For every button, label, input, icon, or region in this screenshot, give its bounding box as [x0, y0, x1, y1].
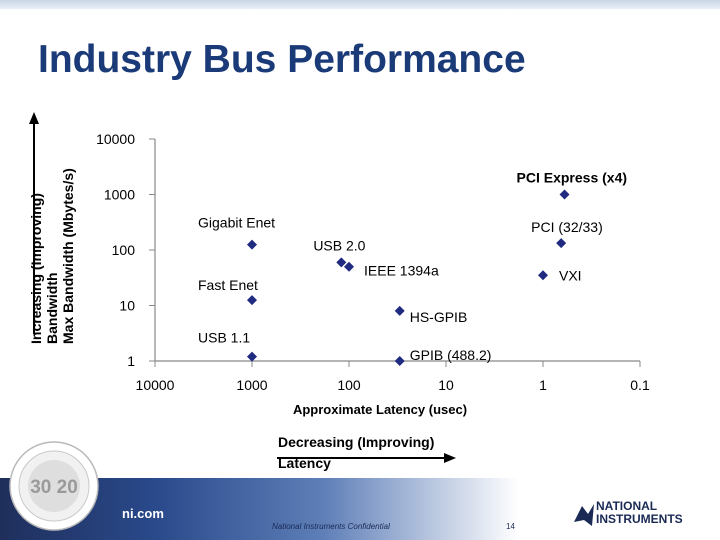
y-arrow-head: [29, 112, 39, 124]
x-axis-title: Approximate Latency (usec): [293, 402, 467, 417]
data-point-marker: [556, 238, 567, 249]
data-point-marker: [247, 295, 257, 306]
x-tick-label: 10000: [136, 377, 175, 393]
data-point-marker: [344, 261, 354, 272]
x-tick-label: 100: [337, 377, 361, 393]
data-point-label: Fast Enet: [198, 277, 258, 293]
data-point-marker: [247, 239, 257, 250]
ni-logo-text: NATIONAL INSTRUMENTS: [596, 500, 683, 526]
y-axis-title: Max Bandwidth (Mbytes/s): [60, 168, 76, 344]
x-tick-label: 1: [539, 377, 547, 393]
data-point-marker: [538, 270, 548, 281]
y-tick-label: 10: [119, 298, 135, 314]
slide-title: Industry Bus Performance: [38, 38, 526, 81]
y-tick-label: 1000: [104, 187, 135, 203]
y-tick-label: 10000: [96, 131, 135, 147]
data-point-label: GPIB (488.2): [410, 347, 492, 363]
y-improvement-note: Increasing (Improving) Bandwidth Max Ban…: [28, 112, 76, 344]
footer-confidential: National Instruments Confidential: [272, 522, 390, 531]
x-arrow-head: [444, 453, 456, 463]
data-point-marker: [247, 351, 257, 362]
data-point-label: PCI (32/33): [531, 219, 603, 235]
data-points: PCI Express (x4) PCI (32/33) VXI Gigabit En…: [198, 170, 628, 366]
y-improvement-note-line2: Bandwidth: [44, 272, 60, 344]
data-point-label: IEEE 1394a: [364, 263, 439, 279]
y-tick-label: 1: [127, 353, 135, 369]
data-point-marker: [559, 189, 570, 200]
anniversary-seal-text: 30 20: [30, 477, 78, 498]
data-point-label: HS-GPIB: [410, 309, 468, 325]
data-point-marker: [336, 257, 347, 268]
data-point-marker: [394, 356, 405, 366]
data-point-label: PCI Express (x4): [517, 170, 628, 186]
y-improvement-note-line1: Increasing (Improving): [28, 193, 44, 344]
page-number: 14: [506, 522, 515, 531]
data-point-label: USB 2.0: [313, 237, 365, 253]
x-tick-label: 1000: [236, 377, 267, 393]
anniversary-seal-logo: 30 20: [9, 441, 99, 531]
ni-logo-line1: NATIONAL: [596, 499, 658, 513]
data-point-label: VXI: [559, 267, 582, 283]
data-point-label: Gigabit Enet: [198, 215, 275, 231]
x-improvement-note-line1: Decreasing (Improving): [278, 434, 434, 450]
ni-eagle-logo-icon: [574, 504, 594, 526]
data-point-marker: [394, 305, 405, 316]
footer-band: [0, 478, 720, 540]
x-improvement-note-line2: Latency: [278, 455, 331, 471]
x-improvement-note: Decreasing (Improving) Latency: [277, 434, 456, 471]
data-point-label: USB 1.1: [198, 330, 250, 346]
x-tick-label: 0.1: [630, 377, 650, 393]
ni-logo-line2: INSTRUMENTS: [596, 512, 683, 526]
footer-url[interactable]: ni.com: [122, 506, 164, 521]
y-tick-label: 100: [112, 242, 136, 258]
x-tick-label: 10: [438, 377, 454, 393]
top-band: [0, 0, 720, 9]
